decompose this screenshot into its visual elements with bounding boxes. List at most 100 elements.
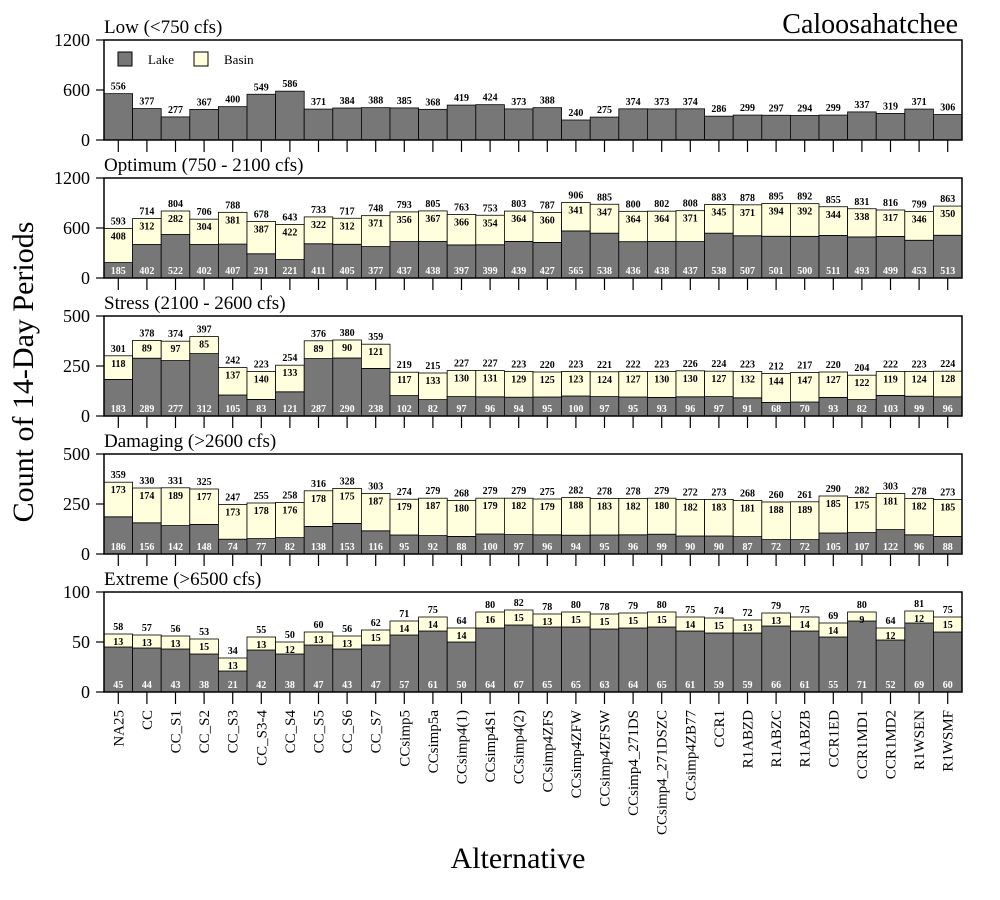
- label-total: 883: [711, 192, 726, 203]
- legend-swatch: [117, 51, 133, 67]
- bar-lake: [847, 111, 877, 141]
- label-basin: 187: [368, 496, 383, 507]
- label-lake: 407: [225, 266, 240, 277]
- y-tick-label: 1200: [54, 30, 90, 50]
- label-lake: 97: [457, 404, 467, 415]
- label-total: 57: [142, 623, 152, 634]
- bar-basin: [360, 343, 391, 369]
- bar-basin: [475, 214, 505, 246]
- label-lake: 71: [857, 680, 867, 691]
- x-tick-label: CCsimp4_271DS: [626, 710, 642, 816]
- label-total: 220: [826, 360, 841, 371]
- bar-lake: [189, 524, 219, 555]
- label-basin: 15: [714, 621, 724, 632]
- label-lake: 93: [828, 404, 838, 415]
- label-lake: 99: [914, 404, 924, 415]
- bar-basin: [933, 205, 963, 236]
- bar-lake: [732, 632, 763, 693]
- label-total: 331: [168, 476, 183, 487]
- panel-title: Stress (2100 - 2600 cfs): [104, 293, 286, 314]
- x-tick-label: R1ABZB: [798, 710, 814, 768]
- label-lake: 38: [285, 680, 295, 691]
- y-tick-label: 600: [63, 218, 90, 238]
- bar-basin: [761, 203, 791, 237]
- bar-lake: [132, 108, 162, 141]
- label-total: 330: [139, 476, 154, 487]
- label-total: 273: [711, 487, 726, 498]
- label-total: 71: [399, 609, 409, 620]
- label-total: 748: [368, 204, 383, 215]
- label-basin: 90: [342, 343, 352, 354]
- label-lake: 377: [368, 266, 383, 277]
- bar-lake: [503, 624, 534, 693]
- label-basin: 371: [368, 219, 383, 230]
- label-lake: 59: [714, 680, 724, 691]
- bar-lake: [103, 646, 134, 693]
- label-lake: 538: [711, 266, 726, 277]
- label-basin: 345: [711, 207, 726, 218]
- y-tick-label: 50: [72, 632, 90, 652]
- label-basin: 182: [683, 503, 698, 514]
- label-basin: 130: [654, 374, 669, 385]
- label-basin: 13: [256, 640, 266, 651]
- label-basin: 177: [197, 492, 212, 503]
- x-tick-label: CCR1MD1: [855, 710, 871, 779]
- label-basin: 12: [914, 614, 924, 625]
- label-lake: 65: [571, 680, 581, 691]
- x-tick-label: CC_S7: [369, 710, 385, 754]
- label-total: 297: [769, 103, 784, 114]
- label-total: 223: [568, 359, 583, 370]
- label-total: 62: [371, 618, 381, 629]
- label-total: 75: [800, 605, 810, 616]
- bar-lake: [332, 523, 362, 555]
- label-basin: 174: [139, 491, 154, 502]
- label-total: 277: [168, 105, 183, 116]
- label-total: 371: [912, 97, 927, 108]
- label-total: 586: [282, 79, 297, 90]
- label-total: 80: [571, 600, 581, 611]
- label-total: 816: [883, 198, 898, 209]
- label-basin: 187: [425, 501, 440, 512]
- label-lake: 105: [826, 542, 841, 553]
- x-tick-label: CCR1: [712, 710, 728, 748]
- bar-basin: [790, 372, 820, 403]
- label-total: 75: [685, 605, 695, 616]
- label-basin: 422: [282, 227, 297, 238]
- bar-basin: [790, 501, 820, 540]
- bar-lake: [475, 627, 505, 693]
- bar-lake: [360, 367, 391, 417]
- legend: Lake Basin: [117, 51, 254, 67]
- label-total: 804: [168, 199, 183, 210]
- label-basin: 124: [912, 374, 927, 385]
- label-basin: 15: [943, 620, 953, 631]
- bar-lake: [189, 353, 219, 417]
- label-total: 223: [654, 359, 669, 370]
- label-basin: 133: [425, 376, 440, 387]
- label-basin: 9: [859, 615, 864, 626]
- label-total: 376: [311, 329, 326, 340]
- label-lake: 238: [368, 404, 383, 415]
- y-tick-label: 0: [81, 682, 90, 702]
- label-total: 799: [912, 199, 927, 210]
- label-total: 272: [683, 488, 698, 499]
- bar-basin: [532, 371, 563, 398]
- y-tick-label: 100: [63, 582, 90, 602]
- label-total: 419: [454, 93, 469, 104]
- label-total: 224: [940, 359, 955, 370]
- bar-lake: [132, 357, 162, 417]
- label-total: 80: [857, 600, 867, 611]
- label-total: 400: [225, 95, 240, 106]
- label-total: 79: [771, 601, 781, 612]
- bar-basin: [904, 370, 934, 397]
- label-total: 204: [854, 363, 869, 374]
- label-total: 385: [397, 96, 412, 107]
- label-basin: 175: [854, 501, 869, 512]
- label-lake: 44: [142, 680, 152, 691]
- label-basin: 12: [285, 645, 295, 656]
- label-basin: 127: [711, 374, 726, 385]
- label-lake: 399: [483, 266, 498, 277]
- label-lake: 402: [139, 266, 154, 277]
- label-total: 374: [168, 329, 183, 340]
- y-tick-label: 0: [81, 544, 90, 564]
- label-basin: 13: [743, 623, 753, 634]
